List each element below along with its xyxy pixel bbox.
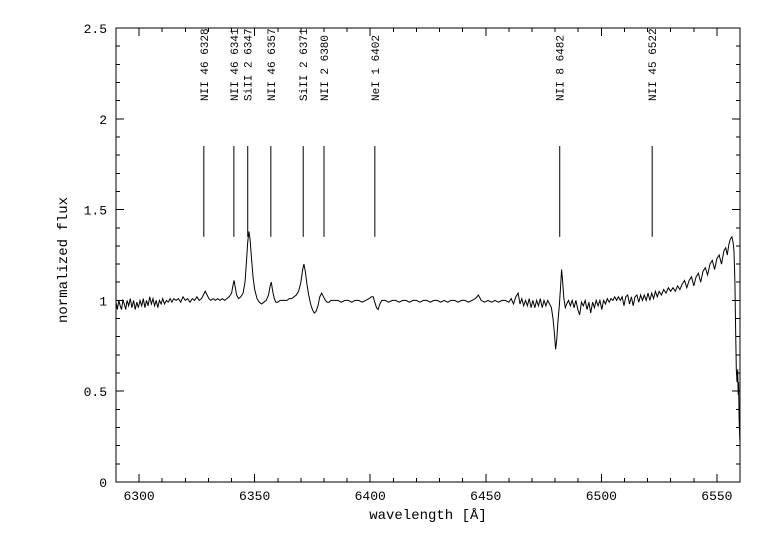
y-tick-label: 2 [99,113,107,128]
axes [115,27,741,483]
marker-label: NII 46 6341 [230,28,242,101]
y-tick-label: 1.5 [84,204,107,219]
tick-labels: 6300 6350 6400 6450 6500 6550 0 0.5 1 1.5 2 2.5 [84,22,733,504]
y-tick-label: 2.5 [84,22,107,37]
marker-label: NII 46 6357 [267,28,279,101]
spectrum-line [115,231,741,444]
x-tick-label: 6450 [470,489,501,504]
x-tick-label: 6300 [124,489,155,504]
marker-label: SiII 2 6347 [244,28,256,101]
marker-label: NeI 1 6402 [371,35,383,101]
marker-label: NII 46 6328 [200,28,212,101]
x-axis-title: wavelength [Å] [369,507,487,524]
x-tick-label: 6500 [586,489,617,504]
x-tick-label: 6400 [355,489,386,504]
line-markers: NII 46 6328 NII 46 6341 SiII 2 6347 NII 46 … [200,28,660,237]
plot-frame [115,27,741,483]
x-tick-label: 6550 [701,489,732,504]
marker-label: NII 45 6522 [648,28,660,101]
y-tick-label: 1 [99,294,107,309]
marker-label: NII 8 6482 [556,35,568,101]
y-axis-title: normalized flux [56,197,72,323]
marker-label: NII 2 6380 [320,35,332,101]
x-tick-label: 6350 [239,489,270,504]
marker-label: SiII 2 6371 [299,28,311,101]
y-tick-label: 0 [99,476,107,491]
y-tick-label: 0.5 [84,385,107,400]
spectrum-series [115,231,741,444]
